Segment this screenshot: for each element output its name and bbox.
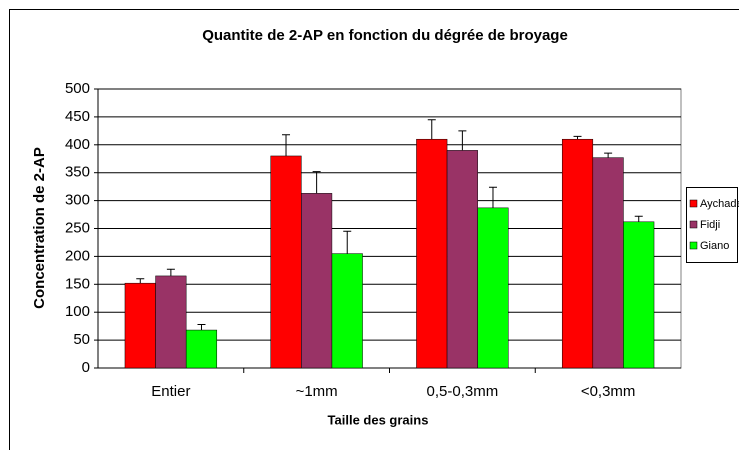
x-tick-label: 0,5-0,3mm bbox=[427, 383, 499, 400]
bar bbox=[477, 207, 509, 369]
legend-label: Aychade bbox=[700, 198, 739, 210]
x-tick-label: Entier bbox=[151, 383, 190, 400]
error-bar bbox=[136, 278, 145, 284]
error-bar bbox=[343, 230, 352, 254]
error-bar bbox=[458, 130, 467, 151]
bar bbox=[592, 157, 624, 369]
chart-title: Quantite de 2-AP en fonction du dégrée d… bbox=[202, 27, 568, 44]
bar bbox=[416, 138, 448, 369]
error-bar bbox=[634, 215, 643, 222]
bar bbox=[623, 221, 655, 369]
y-tick-label: 350 bbox=[65, 164, 90, 181]
y-tick-label: 100 bbox=[65, 303, 90, 320]
x-tick-label: <0,3mm bbox=[581, 383, 636, 400]
error-bar bbox=[488, 186, 497, 208]
bar bbox=[270, 155, 302, 369]
legend-swatch bbox=[689, 241, 698, 250]
error-bar bbox=[312, 171, 321, 194]
bar bbox=[446, 150, 478, 369]
bar bbox=[331, 253, 363, 369]
legend-label: Giano bbox=[700, 240, 729, 252]
legend-swatch bbox=[689, 220, 698, 229]
error-bar bbox=[282, 134, 291, 156]
y-tick-label: 400 bbox=[65, 136, 90, 153]
y-tick-label: 200 bbox=[65, 247, 90, 264]
y-tick-label: 250 bbox=[65, 219, 90, 236]
bar bbox=[124, 282, 156, 369]
bar bbox=[561, 138, 594, 369]
bar bbox=[301, 193, 333, 369]
error-bar bbox=[604, 152, 613, 158]
y-tick-label: 50 bbox=[73, 331, 90, 348]
legend-swatch bbox=[689, 199, 698, 208]
y-tick-label: 150 bbox=[65, 275, 90, 292]
y-tick-label: 300 bbox=[65, 192, 90, 209]
error-bar bbox=[427, 119, 436, 140]
bar bbox=[185, 329, 218, 369]
error-bar bbox=[166, 268, 175, 276]
y-tick-label: 500 bbox=[65, 80, 90, 97]
y-axis-label: Concentration de 2-AP bbox=[31, 147, 48, 309]
error-bar bbox=[573, 135, 582, 140]
y-tick-label: 450 bbox=[65, 108, 90, 125]
error-bar bbox=[197, 323, 206, 331]
y-tick-label: 0 bbox=[82, 359, 90, 376]
x-axis-label: Taille des grains bbox=[328, 412, 429, 427]
legend-label: Fidji bbox=[700, 219, 720, 231]
bar bbox=[155, 275, 187, 369]
x-tick-label: ~1mm bbox=[296, 383, 338, 400]
